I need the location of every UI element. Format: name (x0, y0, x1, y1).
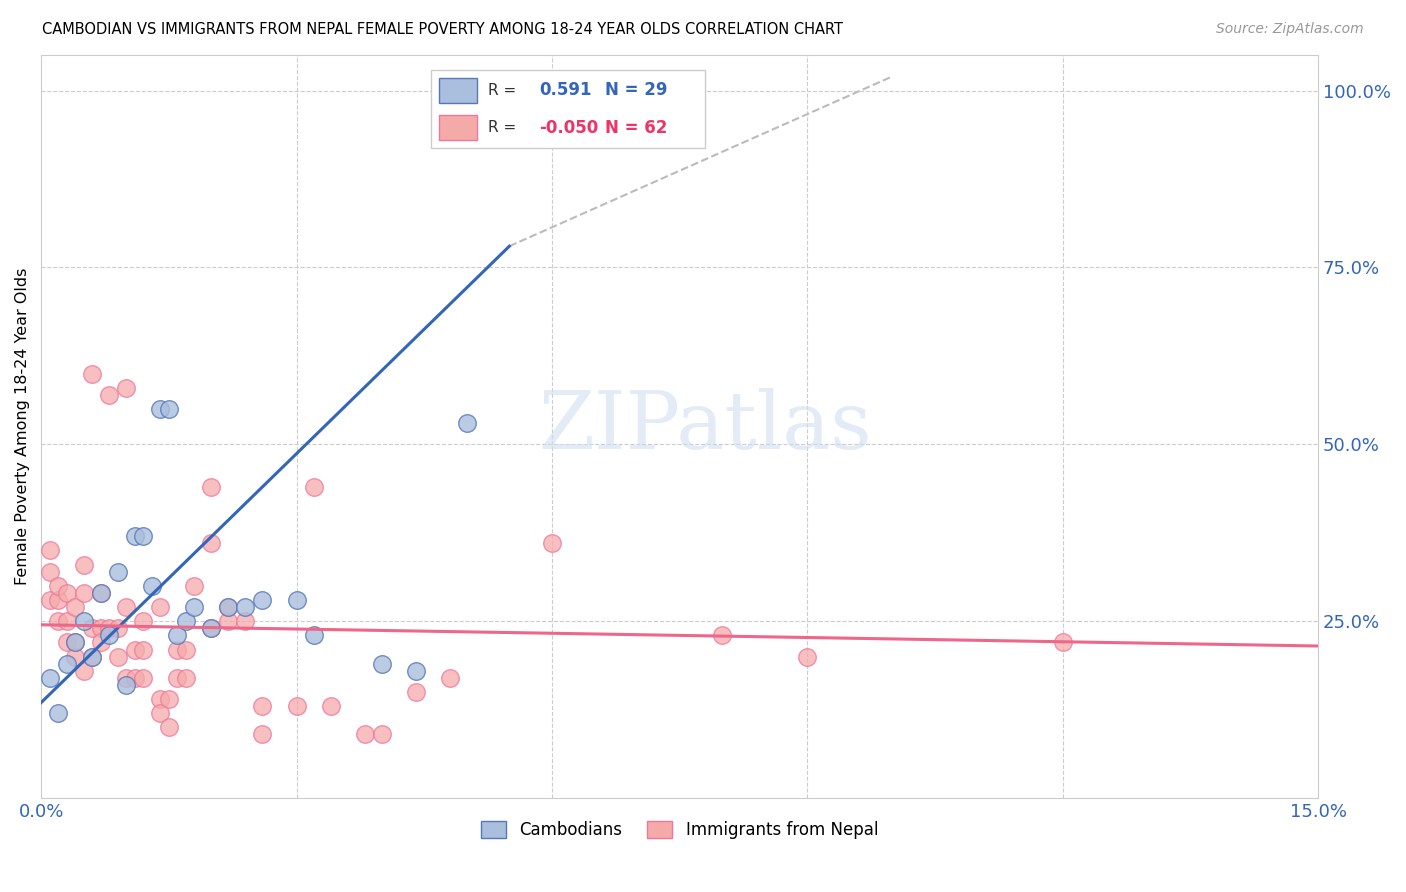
Point (541, 83, 564, 97)
Point (132, 529, 155, 543)
Point (149, 401, 172, 416)
Point (115, 600, 138, 615)
Point (166, 628, 188, 642)
Point (174, 671, 197, 685)
Point (472, 83, 495, 97)
Point (157, 401, 180, 416)
Point (319, 699, 342, 714)
Point (149, 600, 172, 615)
Point (132, 671, 155, 685)
Point (73, 664, 96, 678)
Point (55, 657, 77, 671)
Point (302, 480, 325, 494)
Point (82, 367, 104, 381)
Point (63, 649, 86, 664)
Point (285, 593, 308, 607)
Point (252, 699, 274, 714)
Point (90, 586, 112, 600)
Point (370, 657, 392, 671)
Point (63, 635, 86, 649)
Point (38, 593, 60, 607)
Point (302, 628, 325, 642)
Point (166, 642, 188, 657)
Point (132, 642, 155, 657)
Point (285, 699, 308, 714)
Point (46, 706, 69, 721)
Point (235, 614, 257, 628)
Point (90, 586, 112, 600)
Point (132, 614, 155, 628)
Point (38, 565, 60, 579)
Point (55, 614, 77, 628)
Point (541, 536, 564, 550)
Point (98, 621, 121, 635)
Point (124, 642, 146, 657)
Point (149, 706, 172, 721)
Point (252, 727, 274, 741)
Point (46, 593, 69, 607)
Point (98, 388, 121, 402)
Point (183, 600, 205, 615)
Point (217, 600, 239, 615)
Text: ZIPatlas: ZIPatlas (538, 388, 872, 466)
Point (183, 579, 205, 593)
Point (405, 664, 427, 678)
Point (353, 727, 375, 741)
Point (166, 671, 188, 685)
Point (63, 635, 86, 649)
Point (98, 628, 121, 642)
Point (90, 621, 112, 635)
Point (1052, 635, 1074, 649)
Point (200, 536, 222, 550)
Point (115, 381, 138, 395)
Point (456, 416, 478, 430)
Point (107, 565, 129, 579)
Point (217, 614, 239, 628)
Point (200, 480, 222, 494)
Point (235, 600, 257, 615)
Point (107, 621, 129, 635)
Point (149, 692, 172, 706)
Point (63, 600, 86, 615)
Point (796, 649, 818, 664)
Point (82, 649, 104, 664)
Point (55, 635, 77, 649)
Point (73, 614, 96, 628)
Point (711, 628, 734, 642)
Point (174, 614, 197, 628)
Point (82, 621, 104, 635)
Point (46, 579, 69, 593)
Point (115, 671, 138, 685)
Point (370, 727, 392, 741)
Point (38, 671, 60, 685)
Point (124, 529, 146, 543)
Point (405, 685, 427, 699)
Point (73, 586, 96, 600)
Point (124, 671, 146, 685)
Point (157, 692, 180, 706)
Point (141, 579, 163, 593)
Point (73, 558, 96, 572)
Point (38, 543, 60, 558)
Legend: Cambodians, Immigrants from Nepal: Cambodians, Immigrants from Nepal (474, 814, 884, 846)
Point (200, 621, 222, 635)
Text: Source: ZipAtlas.com: Source: ZipAtlas.com (1216, 22, 1364, 37)
Point (439, 671, 461, 685)
Point (252, 593, 274, 607)
Point (46, 614, 69, 628)
Point (107, 649, 129, 664)
Point (82, 649, 104, 664)
Point (200, 621, 222, 635)
Point (55, 586, 77, 600)
Point (90, 635, 112, 649)
Point (174, 642, 197, 657)
Y-axis label: Female Poverty Among 18-24 Year Olds: Female Poverty Among 18-24 Year Olds (15, 268, 30, 585)
Point (217, 600, 239, 615)
Point (157, 720, 180, 734)
Point (115, 678, 138, 692)
Text: CAMBODIAN VS IMMIGRANTS FROM NEPAL FEMALE POVERTY AMONG 18-24 YEAR OLDS CORRELAT: CAMBODIAN VS IMMIGRANTS FROM NEPAL FEMAL… (42, 22, 844, 37)
